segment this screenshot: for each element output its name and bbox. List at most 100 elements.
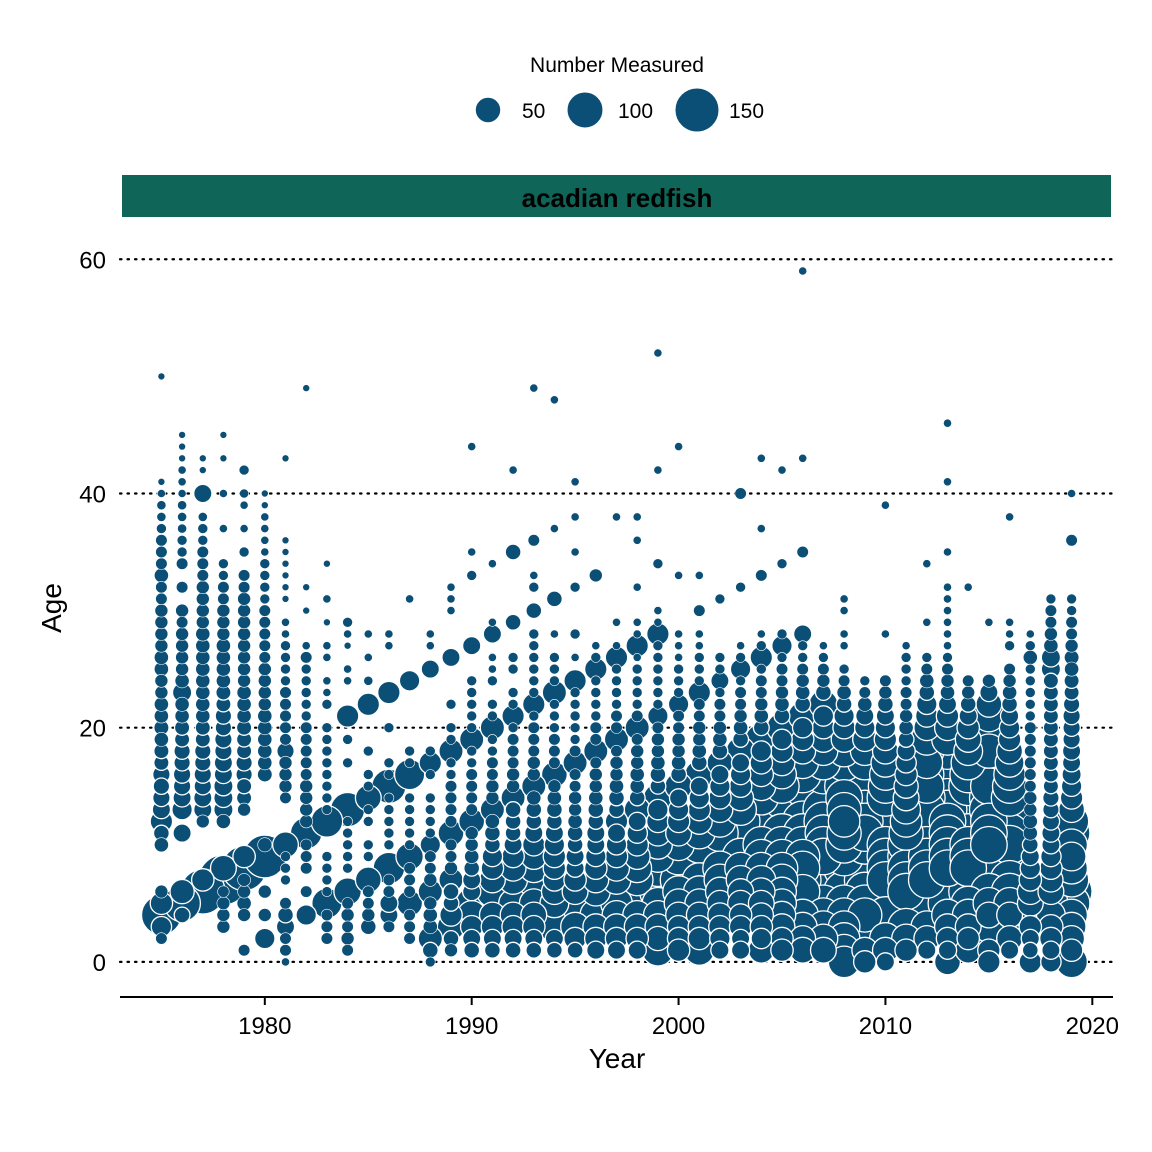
- data-point: [852, 950, 877, 974]
- data-point: [156, 512, 167, 522]
- data-point: [774, 696, 790, 712]
- x-tick-label: 1990: [445, 1013, 498, 1040]
- data-point: [969, 825, 1008, 864]
- data-point: [1066, 593, 1077, 605]
- data-point: [506, 756, 520, 769]
- data-point: [569, 734, 581, 745]
- data-point: [797, 652, 809, 663]
- data-point: [943, 477, 952, 487]
- data-point: [238, 581, 251, 594]
- data-point: [771, 728, 793, 751]
- data-point: [279, 897, 292, 910]
- data-point: [321, 722, 333, 734]
- data-point: [694, 629, 704, 639]
- data-point: [259, 558, 271, 570]
- data-point: [343, 629, 352, 639]
- data-point: [342, 816, 353, 827]
- data-point: [487, 734, 498, 745]
- data-point: [155, 545, 168, 559]
- data-point: [590, 698, 602, 710]
- data-point: [239, 488, 249, 499]
- data-point: [260, 489, 269, 498]
- data-point: [320, 908, 334, 922]
- data-point: [713, 720, 727, 735]
- data-point: [545, 590, 563, 608]
- data-point: [178, 454, 186, 463]
- data-point: [321, 804, 333, 815]
- data-point: [237, 650, 251, 665]
- data-point: [487, 664, 497, 674]
- data-point: [1065, 534, 1078, 547]
- data-point: [154, 615, 169, 630]
- data-point: [631, 709, 644, 723]
- data-point: [237, 627, 251, 641]
- data-point: [300, 698, 312, 710]
- data-point: [178, 442, 186, 451]
- data-point: [461, 635, 482, 656]
- data-point: [280, 640, 291, 652]
- data-point: [154, 884, 169, 899]
- data-point: [819, 641, 828, 651]
- data-point: [342, 827, 353, 839]
- data-point: [674, 641, 683, 651]
- data-point: [1022, 814, 1038, 829]
- data-point: [362, 769, 374, 780]
- data-point: [216, 919, 231, 934]
- data-point: [483, 941, 501, 959]
- data-point: [1024, 768, 1037, 781]
- data-point: [816, 673, 831, 688]
- data-point: [302, 606, 311, 615]
- data-point: [199, 466, 207, 474]
- data-point: [343, 676, 352, 686]
- data-point: [300, 721, 313, 734]
- y-axis-ticks: 0 20 40 60: [79, 247, 106, 977]
- data-point: [919, 673, 935, 689]
- data-point: [631, 687, 643, 698]
- y-tick-label: 60: [79, 247, 106, 274]
- data-point: [403, 862, 416, 875]
- data-point: [528, 710, 540, 722]
- data-point: [798, 453, 808, 463]
- data-point: [570, 477, 580, 487]
- data-point: [506, 733, 520, 746]
- data-point: [177, 465, 187, 475]
- data-point: [754, 697, 769, 712]
- data-point: [653, 606, 663, 615]
- data-point: [340, 931, 355, 946]
- data-point: [302, 583, 311, 592]
- data-point: [218, 570, 229, 581]
- data-point: [299, 802, 314, 817]
- data-point: [1044, 604, 1057, 617]
- legend-key-circle: [674, 87, 720, 133]
- data-point: [527, 733, 540, 746]
- data-point: [279, 932, 292, 945]
- data-point: [693, 709, 706, 723]
- data-point: [1024, 721, 1037, 734]
- data-point: [176, 534, 188, 546]
- data-point: [527, 721, 540, 734]
- data-point: [279, 944, 292, 957]
- data-point: [775, 674, 789, 687]
- data-point: [730, 753, 751, 773]
- data-point: [756, 524, 766, 533]
- data-point: [999, 940, 1020, 960]
- data-point: [735, 675, 746, 687]
- data-point: [528, 628, 540, 640]
- data-point: [465, 780, 478, 793]
- data-point: [322, 641, 332, 651]
- data-point: [652, 698, 664, 710]
- facet-strip: acadian redfish: [120, 173, 1113, 219]
- data-point: [199, 454, 207, 463]
- data-point: [487, 617, 497, 627]
- legend-key-circle: [474, 96, 502, 124]
- data-point: [237, 908, 251, 922]
- data-point: [362, 885, 375, 898]
- data-point: [1023, 791, 1038, 805]
- data-point: [238, 944, 251, 957]
- data-point: [550, 395, 559, 405]
- data-point: [258, 604, 271, 617]
- data-point: [466, 570, 478, 581]
- data-point: [446, 582, 456, 592]
- data-point: [714, 652, 726, 663]
